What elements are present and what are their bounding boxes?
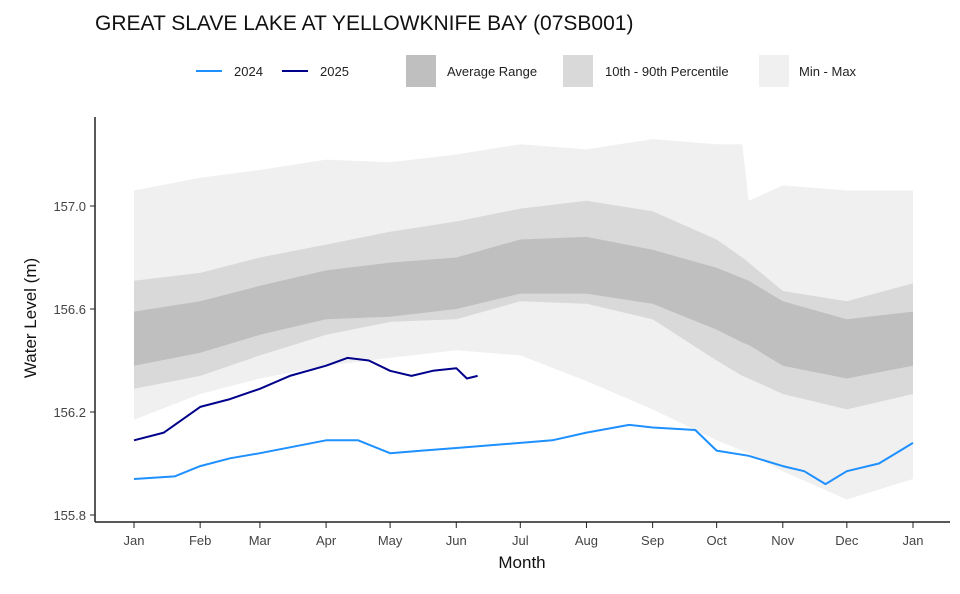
x-tick-label: Feb [189,533,211,548]
y-axis-label: Water Level (m) [21,258,40,378]
x-tick-label: May [378,533,403,548]
legend-label-average-range: Average Range [447,64,537,79]
x-tick-label: Jan [903,533,924,548]
legend: 2024 2025 Average Range 10th - 90th Perc… [196,55,857,87]
legend-label-min-max: Min - Max [799,64,857,79]
x-tick-label: Aug [575,533,598,548]
band-10th-90th-percentile [134,200,913,410]
x-tick-label: Jul [512,533,529,548]
x-tick-label: Jan [124,533,145,548]
y-tick-label: 155.8 [53,508,86,523]
x-axis-label: Month [498,553,545,572]
y-tick-label: 156.6 [53,302,86,317]
series-lines [133,356,914,486]
y-ticks: 155.8 156.2 156.6 157.0 [53,199,95,523]
x-tick-label: Oct [707,533,728,548]
x-tick-label: Mar [249,533,272,548]
legend-swatch-percentile [563,55,593,87]
series-line-2024 [133,423,914,486]
chart-title: GREAT SLAVE LAKE AT YELLOWKNIFE BAY (07S… [95,12,633,35]
x-tick-label: Apr [316,533,337,548]
bands [134,139,913,500]
y-tick-label: 156.2 [53,405,86,420]
legend-label-2025: 2025 [320,64,349,79]
legend-label-2024: 2024 [234,64,263,79]
band-average-range [134,236,913,379]
x-tick-label: Nov [771,533,795,548]
y-tick-label: 157.0 [53,199,86,214]
series-line-2025 [133,356,478,442]
legend-label-percentile: 10th - 90th Percentile [605,64,729,79]
x-tick-label: Dec [835,533,859,548]
legend-swatch-average-range [406,55,436,87]
x-tick-label: Sep [641,533,664,548]
x-ticks: Jan Feb Mar Apr May Jun Jul Aug Sep Oct Nov Dec Jan [124,522,924,548]
legend-swatch-min-max [759,55,789,87]
band-min-max [134,139,913,500]
x-tick-label: Jun [446,533,467,548]
